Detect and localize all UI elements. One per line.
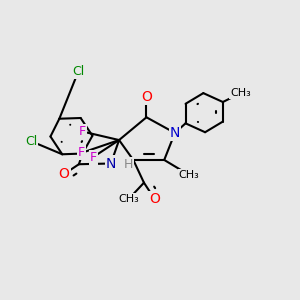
- Text: O: O: [58, 167, 69, 181]
- Text: F: F: [90, 151, 97, 164]
- Text: O: O: [141, 90, 152, 104]
- Text: CH₃: CH₃: [230, 88, 251, 98]
- Text: N: N: [106, 157, 116, 170]
- Text: Cl: Cl: [72, 65, 84, 78]
- Text: O: O: [149, 192, 160, 206]
- Text: F: F: [79, 125, 86, 138]
- Text: H: H: [124, 158, 134, 171]
- Text: N: N: [170, 126, 180, 140]
- Text: CH₃: CH₃: [118, 194, 139, 204]
- Text: Cl: Cl: [25, 135, 37, 148]
- Text: F: F: [78, 146, 85, 159]
- Text: CH₃: CH₃: [179, 170, 200, 180]
